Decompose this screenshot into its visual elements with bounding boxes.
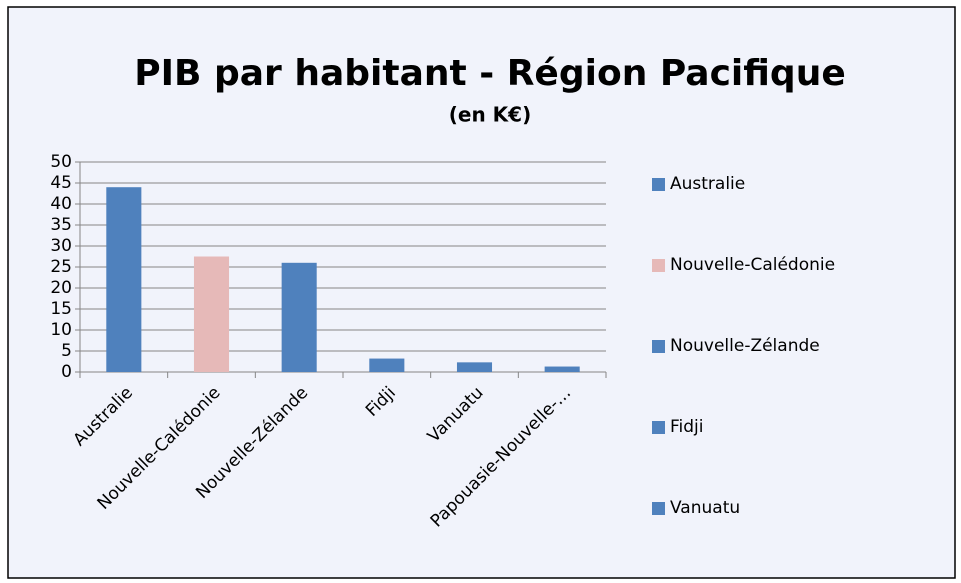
legend-swatch <box>652 502 665 515</box>
chart-frame <box>7 6 956 579</box>
bar <box>456 362 493 372</box>
legend-swatch <box>652 340 665 353</box>
bar <box>544 366 580 372</box>
chart-title: PIB par habitant - Région Pacifique <box>134 53 846 94</box>
chart-subtitle: (en K€) <box>449 103 531 127</box>
y-tick-label: 35 <box>50 215 72 235</box>
bar <box>369 358 405 372</box>
y-tick-label: 15 <box>50 299 72 319</box>
legend-swatch <box>652 421 665 434</box>
legend-label: Australie <box>670 174 745 194</box>
y-tick-label: 5 <box>61 341 72 361</box>
y-tick-label: 0 <box>61 362 72 382</box>
y-tick-label: 30 <box>50 236 72 256</box>
legend-label: Vanuatu <box>670 498 740 518</box>
y-tick-label: 25 <box>50 257 72 277</box>
y-tick-label: 45 <box>50 173 72 193</box>
bar <box>106 187 142 372</box>
legend-swatch <box>652 178 665 191</box>
legend-swatch <box>652 259 665 272</box>
y-tick-label: 50 <box>50 152 72 172</box>
y-tick-label: 20 <box>50 278 72 298</box>
y-tick-label: 40 <box>50 194 72 214</box>
legend-label: Nouvelle-Zélande <box>670 336 820 356</box>
bar <box>193 256 230 372</box>
bar <box>281 262 317 372</box>
y-tick-label: 10 <box>50 320 72 340</box>
legend-label: Fidji <box>670 417 704 437</box>
legend-label: Nouvelle-Calédonie <box>670 255 835 275</box>
